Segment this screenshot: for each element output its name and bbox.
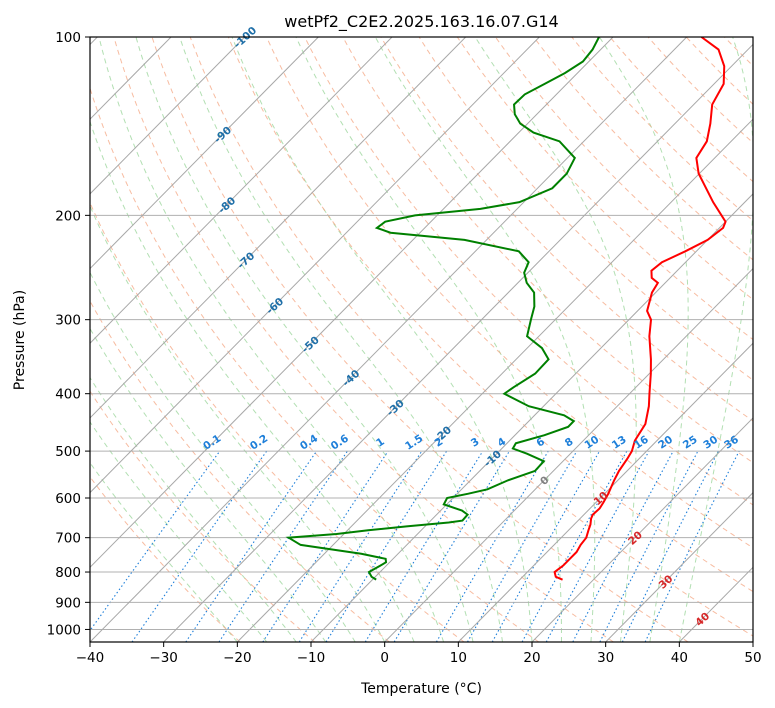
moist-adiabats	[90, 37, 753, 642]
x-tick-label: 10	[450, 650, 467, 666]
mixing-ratio-line	[325, 450, 448, 642]
moist-adiabat-line	[98, 37, 445, 642]
moist-adiabat-line	[135, 37, 474, 642]
mixing-ratio-line	[545, 450, 650, 642]
isotherm-line	[310, 193, 753, 642]
x-axis-label: Temperature (°C)	[360, 681, 482, 697]
dry-adiabat-line	[151, 37, 689, 642]
y-tick-label: 800	[55, 565, 81, 581]
isotherm-line	[90, 37, 688, 642]
x-tick-label: 40	[671, 650, 688, 666]
y-tick-label: 100	[55, 30, 81, 46]
x-tick-label: 30	[597, 650, 614, 666]
x-tick-label: −10	[297, 650, 326, 666]
isotherm-line	[90, 37, 319, 270]
dry-adiabat-line	[304, 37, 753, 506]
moist-adiabat-line	[295, 37, 562, 642]
isotherm-line	[384, 267, 753, 642]
mixing-ratio-line	[262, 450, 389, 642]
dry-adiabat-line	[418, 37, 753, 381]
y-tick-label: 700	[55, 531, 81, 547]
isotherm-line	[90, 37, 393, 344]
plot-frame	[89, 36, 754, 643]
dry-adiabat-line	[90, 86, 540, 642]
mixing-ratio-line	[364, 450, 484, 642]
dry-adiabat-line	[90, 476, 241, 642]
chart-title: wetPf2_C2E2.2025.163.16.07.G14	[284, 12, 558, 32]
profile-line	[553, 37, 727, 581]
mixing-ratio-line	[90, 450, 221, 632]
y-tick-label: 900	[55, 595, 81, 611]
moist-adiabat-line	[598, 37, 689, 642]
mixing-ratio-line	[621, 450, 719, 642]
mixing-ratio-line	[185, 450, 318, 642]
x-tick-label: −20	[223, 650, 252, 666]
moist-adiabat-line	[179, 37, 504, 642]
y-axis-ticks: 100 200 300 400 500 600 700 800 900 1000	[47, 30, 90, 638]
moist-adiabat-line	[90, 376, 297, 642]
mixing-ratio-line	[298, 450, 423, 642]
profile-lines	[285, 37, 727, 581]
moist-adiabat-line	[90, 421, 268, 642]
isotherm-line	[90, 37, 246, 195]
y-tick-label: 400	[55, 387, 81, 403]
moist-adiabat-line	[90, 461, 238, 642]
moist-adiabat-line	[90, 204, 386, 642]
moist-adiabat-line	[90, 327, 327, 642]
x-tick-label: 50	[744, 650, 761, 666]
dry-adiabat-line	[113, 37, 614, 642]
dry-adiabat-line	[90, 300, 390, 642]
isotherm-gridlines	[90, 37, 753, 642]
isotherm-line	[90, 37, 614, 569]
x-tick-label: −30	[149, 650, 178, 666]
y-axis-label: Pressure (hPa)	[12, 290, 28, 390]
mixing-ratio-line	[393, 450, 510, 642]
y-tick-label: 600	[55, 491, 81, 507]
x-tick-label: −40	[76, 650, 105, 666]
profile-line	[285, 37, 600, 581]
isotherm-line	[90, 37, 540, 494]
mixing-ratio-line	[644, 450, 740, 642]
y-tick-label: 300	[55, 313, 81, 329]
y-tick-label: 200	[55, 208, 81, 224]
isotherm-line	[163, 43, 753, 642]
x-axis-ticks: −40 −30 −20 −10 0 10 20 30 40 50	[76, 642, 762, 666]
dry-adiabat-line	[227, 37, 753, 593]
dry-adiabat-line	[266, 37, 753, 549]
mixing-ratio-line	[218, 450, 348, 642]
dry-adiabat-line	[90, 390, 316, 642]
isotherm-line	[531, 417, 753, 642]
isotherm-line	[457, 342, 753, 642]
y-tick-label: 1000	[47, 622, 81, 638]
dry-adiabat-line	[90, 201, 465, 642]
isotherm-line	[90, 37, 467, 419]
x-tick-label: 0	[380, 650, 389, 666]
isotherm-line	[236, 118, 753, 642]
moist-adiabat-line	[374, 37, 596, 642]
x-tick-label: 20	[523, 650, 540, 666]
isotherm-line	[605, 491, 753, 642]
y-tick-label: 500	[55, 444, 81, 460]
moist-adiabat-line	[474, 37, 637, 642]
